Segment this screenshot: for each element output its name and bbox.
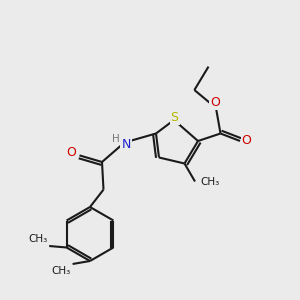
Text: S: S bbox=[171, 111, 178, 124]
Text: H: H bbox=[112, 134, 120, 144]
Text: O: O bbox=[242, 134, 251, 147]
Text: CH₃: CH₃ bbox=[200, 177, 220, 187]
Text: CH₃: CH₃ bbox=[28, 235, 48, 244]
Text: CH₃: CH₃ bbox=[52, 266, 71, 275]
Text: N: N bbox=[121, 138, 131, 152]
Text: O: O bbox=[211, 95, 220, 109]
Text: O: O bbox=[66, 146, 76, 160]
